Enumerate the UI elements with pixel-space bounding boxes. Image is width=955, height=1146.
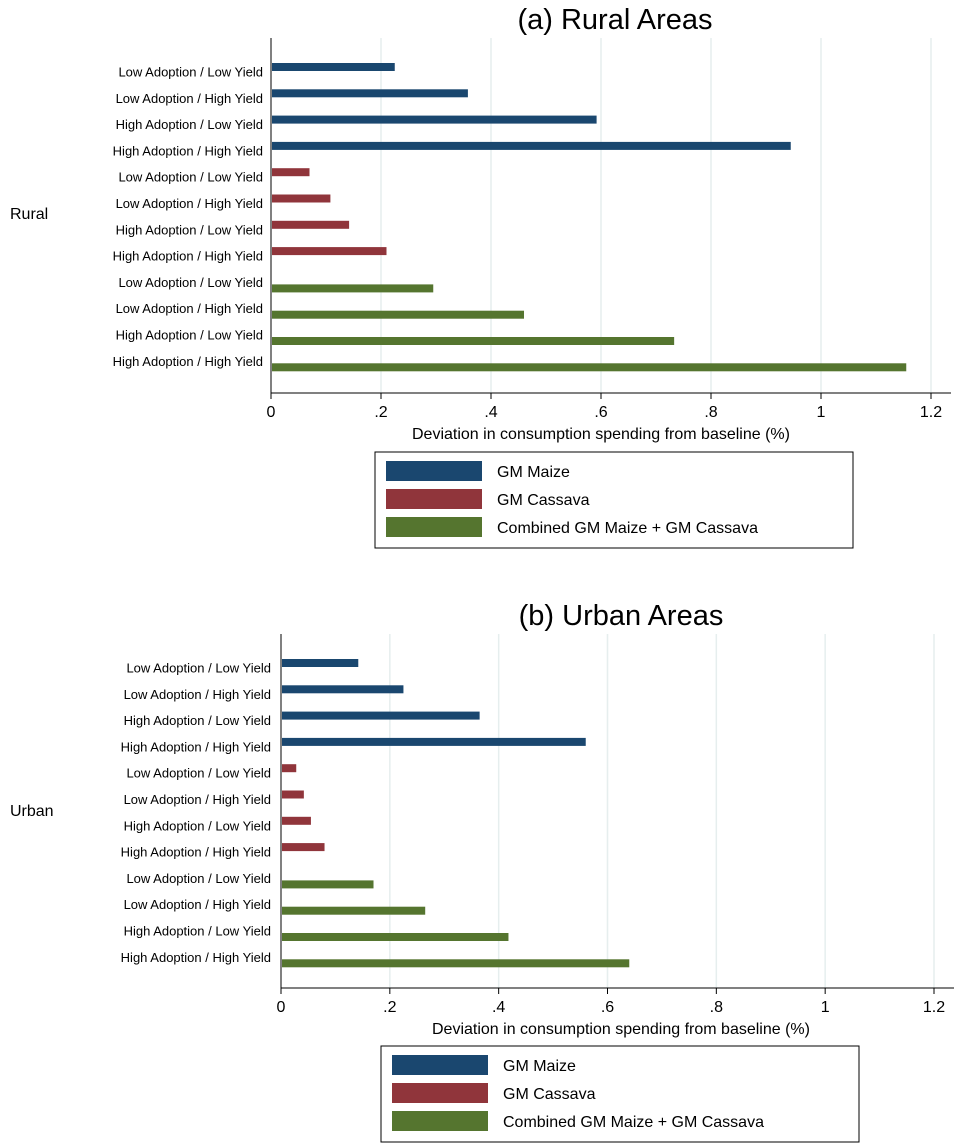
category-label: High Adoption / Low Yield (124, 924, 271, 939)
category-label: Low Adoption / High Yield (124, 687, 271, 702)
category-label: High Adoption / Low Yield (116, 222, 263, 237)
x-tick-label: .8 (710, 999, 723, 1016)
bar (282, 711, 480, 720)
bar (282, 659, 359, 667)
legend: GM Maize GM Cassava Combined GM Maize + GM… (374, 451, 854, 549)
legend-swatch (386, 489, 482, 509)
panel-urban: (b) Urban Areas 0 .2 .4 .6 .8 1 1.2 Deviation in… (10, 600, 954, 1143)
category-label: High Adoption / High Yield (113, 143, 263, 158)
bar (272, 247, 387, 256)
category-label: High Adoption / High Yield (113, 354, 263, 369)
category-label: Low Adoption / Low Yield (118, 65, 263, 80)
x-tick-label: 1 (821, 999, 830, 1016)
bar (282, 933, 509, 941)
legend-label: GM Cassava (497, 492, 590, 509)
legend-swatch (386, 461, 482, 481)
category-label: Low Adoption / High Yield (124, 897, 271, 912)
x-tick-label: .6 (594, 404, 607, 421)
bar (282, 843, 325, 852)
category-label: Low Adoption / Low Yield (118, 275, 263, 290)
x-axis-title: Deviation in consumption spending from b… (412, 426, 790, 443)
category-label: Low Adoption / Low Yield (126, 871, 271, 886)
x-axis-title: Deviation in consumption spending from b… (432, 1021, 810, 1038)
bar (282, 764, 297, 773)
bar (272, 168, 310, 177)
x-tick-label: 1.2 (920, 404, 942, 421)
category-label: High Adoption / High Yield (121, 845, 271, 860)
panel-rural: (a) Rural Areas 0 .2 .4 .6 .8 1 1.2 Deviation in… (10, 4, 951, 549)
bar (282, 685, 404, 694)
chart-title: (b) Urban Areas (519, 600, 724, 632)
legend-label: GM Cassava (503, 1086, 596, 1103)
category-label: High Adoption / Low Yield (116, 117, 263, 132)
bar (282, 880, 374, 889)
bar (272, 63, 395, 71)
category-label: High Adoption / High Yield (121, 739, 271, 754)
x-tick-label: .2 (383, 999, 396, 1016)
legend: GM Maize GM Cassava Combined GM Maize + GM… (380, 1045, 860, 1143)
x-tick-label: 0 (267, 404, 276, 421)
x-tick-label: .4 (484, 404, 497, 421)
x-tick-label: .6 (601, 999, 614, 1016)
bar (272, 337, 675, 345)
category-label: Low Adoption / Low Yield (126, 766, 271, 781)
bar (272, 284, 434, 293)
chart-title: (a) Rural Areas (517, 4, 712, 36)
group-label: Urban (10, 803, 54, 820)
bar (272, 363, 907, 372)
bar (272, 115, 597, 124)
legend-swatch (392, 1055, 488, 1075)
legend-swatch (392, 1111, 488, 1131)
bar (282, 959, 630, 968)
category-label: High Adoption / Low Yield (124, 713, 271, 728)
legend-swatch (386, 517, 482, 537)
bar (272, 141, 791, 150)
bar (282, 906, 426, 915)
x-tick-label: .2 (374, 404, 387, 421)
category-label: High Adoption / High Yield (121, 950, 271, 965)
legend-label: Combined GM Maize + GM Cassava (503, 1114, 764, 1131)
category-label: Low Adoption / High Yield (124, 792, 271, 807)
category-label: Low Adoption / Low Yield (118, 170, 263, 185)
x-tick-label: .8 (704, 404, 717, 421)
bar (282, 816, 311, 825)
legend-label: GM Maize (503, 1058, 576, 1075)
legend-swatch (392, 1083, 488, 1103)
bar (272, 194, 331, 203)
category-label: Low Adoption / High Yield (116, 91, 263, 106)
category-label: High Adoption / Low Yield (116, 328, 263, 343)
bar (272, 220, 350, 229)
legend-label: GM Maize (497, 464, 570, 481)
category-label: High Adoption / High Yield (113, 249, 263, 264)
bar (272, 310, 524, 319)
group-label: Rural (10, 206, 48, 223)
bar (272, 89, 468, 98)
legend-label: Combined GM Maize + GM Cassava (497, 520, 758, 537)
bar (282, 790, 304, 799)
category-label: Low Adoption / High Yield (116, 301, 263, 316)
x-tick-label: 0 (277, 999, 286, 1016)
bar (282, 737, 586, 746)
category-label: High Adoption / Low Yield (124, 818, 271, 833)
x-tick-label: .4 (492, 999, 505, 1016)
category-label: Low Adoption / High Yield (116, 196, 263, 211)
x-tick-label: 1 (817, 404, 826, 421)
category-label: Low Adoption / Low Yield (126, 661, 271, 676)
x-tick-label: 1.2 (923, 999, 945, 1016)
